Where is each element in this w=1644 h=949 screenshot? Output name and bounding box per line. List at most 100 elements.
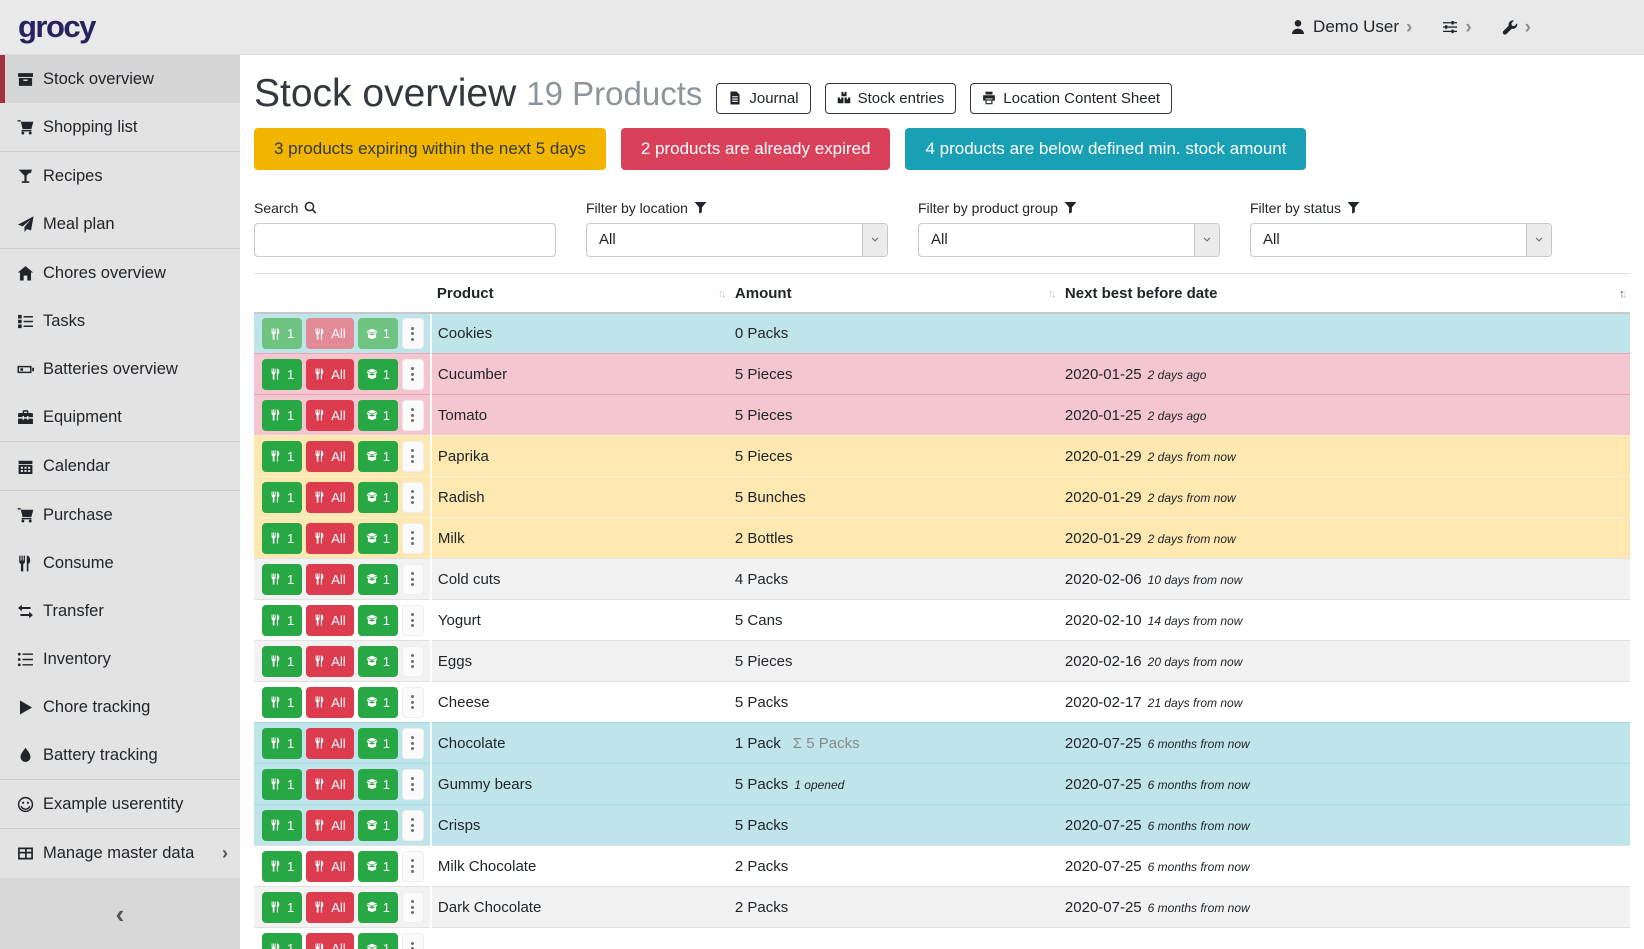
- row-menu-button[interactable]: [401, 933, 424, 949]
- consume-all-button[interactable]: All: [306, 809, 354, 841]
- search-input[interactable]: [254, 222, 556, 257]
- consume-all-button[interactable]: All: [306, 440, 354, 472]
- expired-banner[interactable]: 2 products are already expired: [620, 127, 891, 170]
- sidebar-item-battery-tracking[interactable]: Battery tracking: [0, 731, 240, 779]
- consume-all-button[interactable]: All: [306, 318, 354, 350]
- column-product[interactable]: Product ↑↓: [430, 273, 729, 314]
- consume-one-button[interactable]: 1: [262, 522, 303, 554]
- consume-one-button[interactable]: 1: [262, 891, 303, 923]
- sidebar-item-tasks[interactable]: Tasks: [0, 297, 240, 345]
- stock-entries-button[interactable]: Stock entries: [824, 82, 957, 114]
- open-one-button[interactable]: 1: [357, 481, 398, 513]
- consume-one-button[interactable]: 1: [262, 933, 303, 949]
- sidebar-item-batteries-overview[interactable]: Batteries overview: [0, 345, 240, 393]
- row-menu-button[interactable]: [401, 891, 424, 923]
- column-amount[interactable]: Amount ↑↓: [728, 273, 1059, 314]
- row-menu-button[interactable]: [401, 522, 424, 554]
- row-menu-button[interactable]: [401, 645, 424, 677]
- consume-all-button[interactable]: All: [306, 891, 354, 923]
- sidebar-item-purchase[interactable]: Purchase: [0, 491, 240, 539]
- sidebar-item-equipment[interactable]: Equipment: [0, 393, 240, 441]
- admin-menu[interactable]: ›: [1502, 18, 1531, 37]
- consume-one-button[interactable]: 1: [262, 318, 303, 350]
- row-menu-button[interactable]: [401, 318, 424, 350]
- open-one-button[interactable]: 1: [357, 891, 398, 923]
- column-best-before[interactable]: Next best before date ↑↓: [1058, 273, 1630, 314]
- row-menu-button[interactable]: [401, 686, 424, 718]
- open-one-button[interactable]: 1: [357, 440, 398, 472]
- user-menu[interactable]: Demo User ›: [1290, 17, 1412, 37]
- consume-all-button[interactable]: All: [306, 933, 354, 949]
- journal-button[interactable]: Journal: [716, 82, 811, 114]
- consume-all-button[interactable]: All: [306, 768, 354, 800]
- consume-one-button[interactable]: 1: [262, 768, 303, 800]
- consume-all-button[interactable]: All: [306, 358, 354, 390]
- row-menu-button[interactable]: [401, 399, 424, 431]
- sidebar-item-calendar[interactable]: Calendar: [0, 442, 240, 490]
- sidebar-item-chore-tracking[interactable]: Chore tracking: [0, 683, 240, 731]
- open-one-button[interactable]: 1: [357, 727, 398, 759]
- consume-all-button[interactable]: All: [306, 727, 354, 759]
- consume-one-button[interactable]: 1: [262, 358, 303, 390]
- consume-all-button[interactable]: All: [306, 604, 354, 636]
- consume-all-button[interactable]: All: [306, 850, 354, 882]
- consume-one-button[interactable]: 1: [262, 481, 303, 513]
- sidebar-item-inventory[interactable]: Inventory: [0, 635, 240, 683]
- sidebar-item-meal-plan[interactable]: Meal plan: [0, 200, 240, 248]
- sidebar-item-chores-overview[interactable]: Chores overview: [0, 249, 240, 297]
- open-one-button[interactable]: 1: [357, 318, 398, 350]
- sidebar-item-manage-master-data[interactable]: Manage master data ›: [0, 829, 240, 877]
- open-one-button[interactable]: 1: [357, 809, 398, 841]
- open-one-button[interactable]: 1: [357, 850, 398, 882]
- filter-by-product-group-select[interactable]: All: [918, 222, 1220, 257]
- filter-by-status-select[interactable]: All: [1250, 222, 1552, 257]
- open-one-button[interactable]: 1: [357, 399, 398, 431]
- consume-one-button[interactable]: 1: [262, 399, 303, 431]
- consume-all-button[interactable]: All: [306, 645, 354, 677]
- consume-all-button[interactable]: All: [306, 686, 354, 718]
- consume-one-button[interactable]: 1: [262, 686, 303, 718]
- sidebar-item-consume[interactable]: Consume: [0, 539, 240, 587]
- consume-one-button[interactable]: 1: [262, 850, 303, 882]
- below-min-stock-banner[interactable]: 4 products are below defined min. stock …: [905, 127, 1307, 170]
- consume-all-button[interactable]: All: [306, 522, 354, 554]
- row-menu-button[interactable]: [401, 358, 424, 390]
- row-menu-button[interactable]: [401, 440, 424, 472]
- row-menu-button[interactable]: [401, 481, 424, 513]
- consume-one-button[interactable]: 1: [262, 563, 303, 595]
- consume-one-button[interactable]: 1: [262, 809, 303, 841]
- row-menu-button[interactable]: [401, 727, 424, 759]
- consume-all-button[interactable]: All: [306, 563, 354, 595]
- sidebar-item-recipes[interactable]: Recipes: [0, 152, 240, 200]
- row-menu-button[interactable]: [401, 809, 424, 841]
- consume-one-button[interactable]: 1: [262, 727, 303, 759]
- settings-menu[interactable]: ›: [1442, 18, 1472, 37]
- expiring-soon-banner[interactable]: 3 products expiring within the next 5 da…: [254, 127, 606, 170]
- filter-by-location-select[interactable]: All: [586, 222, 888, 257]
- row-menu-button[interactable]: [401, 768, 424, 800]
- sidebar-item-transfer[interactable]: Transfer: [0, 587, 240, 635]
- consume-all-button[interactable]: All: [306, 399, 354, 431]
- open-one-button[interactable]: 1: [357, 933, 398, 949]
- open-one-button[interactable]: 1: [357, 686, 398, 718]
- consume-one-button[interactable]: 1: [262, 604, 303, 636]
- app-logo[interactable]: grocy: [18, 9, 96, 44]
- sidebar-item-example-userentity[interactable]: Example userentity: [0, 780, 240, 828]
- sidebar-collapse-button[interactable]: ‹: [115, 898, 125, 929]
- row-menu-button[interactable]: [401, 563, 424, 595]
- open-one-button[interactable]: 1: [357, 604, 398, 636]
- open-one-button[interactable]: 1: [357, 522, 398, 554]
- consume-one-button[interactable]: 1: [262, 440, 303, 472]
- open-one-button[interactable]: 1: [357, 645, 398, 677]
- open-one-button[interactable]: 1: [357, 768, 398, 800]
- sidebar-item-shopping-list[interactable]: Shopping list: [0, 103, 240, 151]
- button-label: 1: [382, 817, 390, 833]
- consume-one-button[interactable]: 1: [262, 645, 303, 677]
- open-one-button[interactable]: 1: [357, 563, 398, 595]
- row-menu-button[interactable]: [401, 850, 424, 882]
- open-one-button[interactable]: 1: [357, 358, 398, 390]
- row-menu-button[interactable]: [401, 604, 424, 636]
- location-content-sheet-button[interactable]: Location Content Sheet: [970, 82, 1173, 114]
- sidebar-item-stock-overview[interactable]: Stock overview: [0, 55, 240, 103]
- consume-all-button[interactable]: All: [306, 481, 354, 513]
